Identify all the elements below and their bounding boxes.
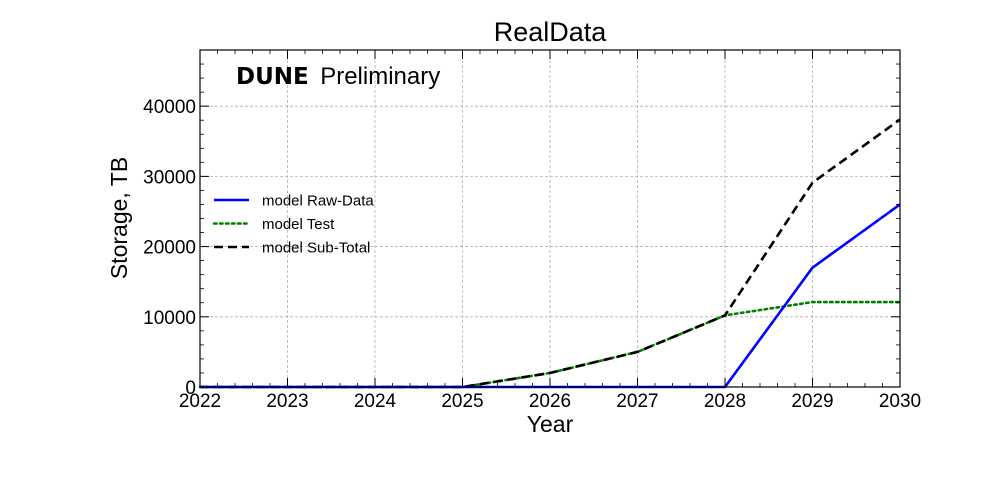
legend: model Raw-Data model Test model Sub-Total — [212, 193, 374, 257]
x-tick-label: 2026 — [529, 391, 571, 412]
x-tick-label: 2028 — [704, 391, 746, 412]
legend-label: model Sub-Total — [262, 240, 370, 257]
x-tick-label: 2025 — [441, 391, 483, 412]
legend-label: model Test — [262, 216, 335, 233]
x-tick-label: 2027 — [616, 391, 658, 412]
preliminary-text: Preliminary — [320, 63, 440, 90]
dune-annotation: DUNE Preliminary — [236, 63, 440, 90]
y-tick-label: 40000 — [143, 97, 196, 118]
x-tick-label: 2029 — [791, 391, 833, 412]
x-tick-label: 2023 — [266, 391, 308, 412]
x-tick-label: 2022 — [179, 391, 221, 412]
dune-logo-text: DUNE — [236, 64, 309, 90]
y-tick-label: 30000 — [143, 167, 196, 188]
x-tick-label: 2030 — [879, 391, 921, 412]
y-tick-label: 10000 — [143, 308, 196, 329]
tick-labels: 2022 2023 2024 2025 2026 2027 2028 2029 2030 0 100… — [143, 97, 921, 412]
x-tick-label: 2024 — [354, 391, 397, 412]
legend-label: model Raw-Data — [262, 193, 374, 210]
x-axis-title: Year — [527, 411, 574, 437]
y-axis-title: Storage, TB — [106, 157, 132, 279]
chart-title: RealData — [494, 17, 608, 47]
plot-frame — [199, 49, 901, 388]
y-tick-label: 20000 — [143, 238, 196, 259]
y-tick-label: 0 — [185, 378, 196, 399]
